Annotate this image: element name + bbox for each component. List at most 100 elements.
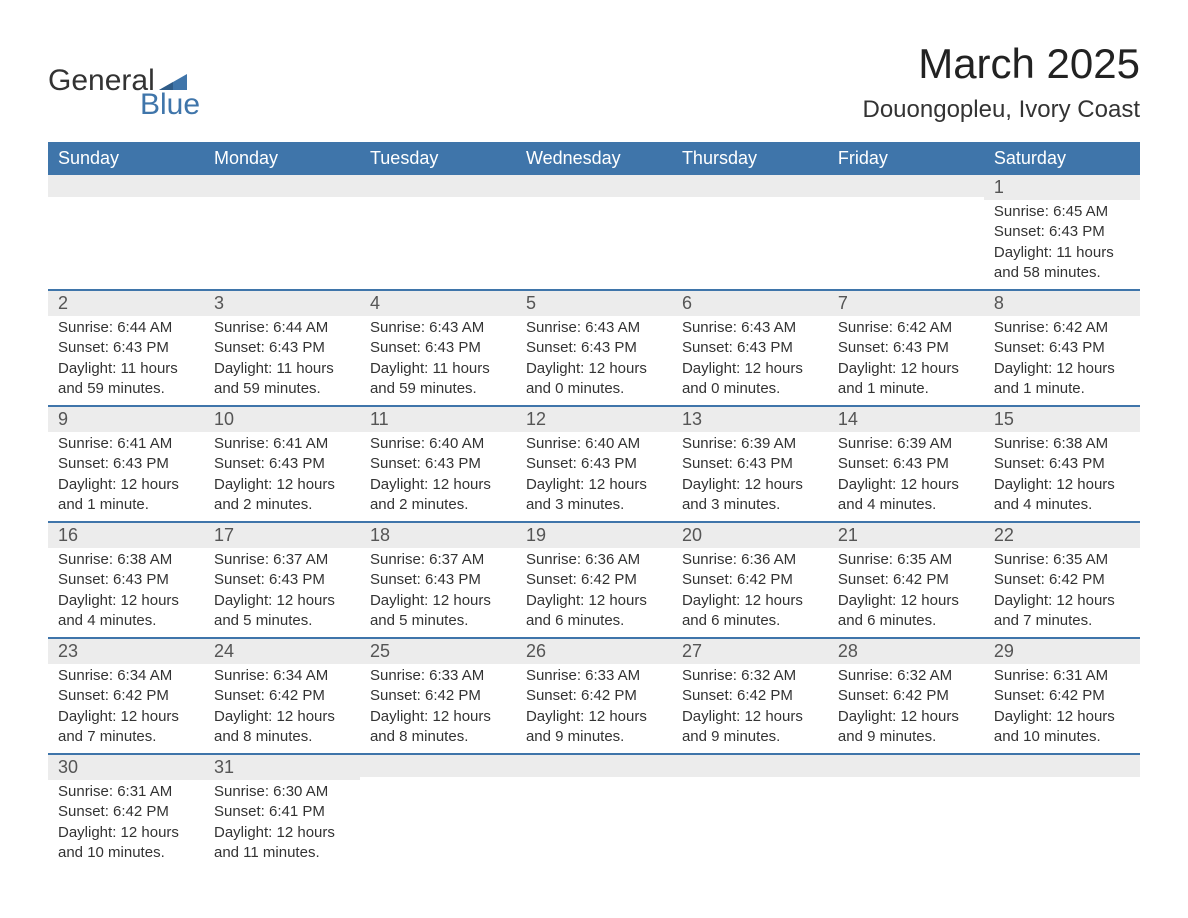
- sunrise-text: Sunrise: 6:31 AM: [994, 666, 1130, 686]
- day-number: [672, 755, 828, 777]
- day-details: Sunrise: 6:44 AMSunset: 6:43 PMDaylight:…: [58, 318, 194, 399]
- day-number: [48, 175, 204, 197]
- daylight-text: Daylight: 12 hours and 1 minute.: [58, 475, 194, 516]
- daylight-text: Daylight: 12 hours and 1 minute.: [994, 359, 1130, 400]
- calendar-cell: [360, 754, 516, 869]
- day-details: Sunrise: 6:31 AMSunset: 6:42 PMDaylight:…: [994, 666, 1130, 747]
- day-details: Sunrise: 6:39 AMSunset: 6:43 PMDaylight:…: [682, 434, 818, 515]
- sunrise-text: Sunrise: 6:32 AM: [682, 666, 818, 686]
- day-number: 11: [360, 407, 516, 432]
- daylight-text: Daylight: 12 hours and 6 minutes.: [838, 591, 974, 632]
- calendar-cell: 24Sunrise: 6:34 AMSunset: 6:42 PMDayligh…: [204, 638, 360, 754]
- sunrise-text: Sunrise: 6:43 AM: [682, 318, 818, 338]
- sunrise-text: Sunrise: 6:36 AM: [682, 550, 818, 570]
- day-number: 19: [516, 523, 672, 548]
- calendar-cell: 18Sunrise: 6:37 AMSunset: 6:43 PMDayligh…: [360, 522, 516, 638]
- day-number: 22: [984, 523, 1140, 548]
- calendar-cell: 29Sunrise: 6:31 AMSunset: 6:42 PMDayligh…: [984, 638, 1140, 754]
- day-details: Sunrise: 6:39 AMSunset: 6:43 PMDaylight:…: [838, 434, 974, 515]
- calendar-cell: 2Sunrise: 6:44 AMSunset: 6:43 PMDaylight…: [48, 290, 204, 406]
- sunset-text: Sunset: 6:43 PM: [214, 338, 350, 358]
- sunrise-text: Sunrise: 6:37 AM: [214, 550, 350, 570]
- day-details: Sunrise: 6:38 AMSunset: 6:43 PMDaylight:…: [994, 434, 1130, 515]
- sunrise-text: Sunrise: 6:43 AM: [526, 318, 662, 338]
- col-tuesday: Tuesday: [360, 142, 516, 175]
- location-text: Douongopleu, Ivory Coast: [863, 96, 1141, 124]
- day-number: 8: [984, 291, 1140, 316]
- daylight-text: Daylight: 12 hours and 7 minutes.: [994, 591, 1130, 632]
- calendar-cell: 15Sunrise: 6:38 AMSunset: 6:43 PMDayligh…: [984, 406, 1140, 522]
- sunrise-text: Sunrise: 6:38 AM: [58, 550, 194, 570]
- day-details: Sunrise: 6:36 AMSunset: 6:42 PMDaylight:…: [526, 550, 662, 631]
- col-thursday: Thursday: [672, 142, 828, 175]
- day-number: 23: [48, 639, 204, 664]
- sunset-text: Sunset: 6:43 PM: [370, 454, 506, 474]
- day-details: Sunrise: 6:36 AMSunset: 6:42 PMDaylight:…: [682, 550, 818, 631]
- daylight-text: Daylight: 12 hours and 3 minutes.: [682, 475, 818, 516]
- day-details: Sunrise: 6:35 AMSunset: 6:42 PMDaylight:…: [838, 550, 974, 631]
- sunrise-text: Sunrise: 6:45 AM: [994, 202, 1130, 222]
- calendar-cell: [672, 754, 828, 869]
- sunset-text: Sunset: 6:43 PM: [58, 338, 194, 358]
- daylight-text: Daylight: 12 hours and 9 minutes.: [526, 707, 662, 748]
- day-details: Sunrise: 6:33 AMSunset: 6:42 PMDaylight:…: [370, 666, 506, 747]
- daylight-text: Daylight: 12 hours and 9 minutes.: [682, 707, 818, 748]
- day-details: Sunrise: 6:40 AMSunset: 6:43 PMDaylight:…: [370, 434, 506, 515]
- day-details: Sunrise: 6:43 AMSunset: 6:43 PMDaylight:…: [682, 318, 818, 399]
- sunset-text: Sunset: 6:43 PM: [58, 454, 194, 474]
- weekday-header-row: Sunday Monday Tuesday Wednesday Thursday…: [48, 142, 1140, 175]
- calendar-cell: [828, 754, 984, 869]
- daylight-text: Daylight: 12 hours and 9 minutes.: [838, 707, 974, 748]
- calendar-cell: [204, 175, 360, 290]
- day-number: 27: [672, 639, 828, 664]
- day-number: 15: [984, 407, 1140, 432]
- day-number: 20: [672, 523, 828, 548]
- calendar-cell: [516, 175, 672, 290]
- day-number: 16: [48, 523, 204, 548]
- sunrise-text: Sunrise: 6:40 AM: [370, 434, 506, 454]
- day-details: Sunrise: 6:37 AMSunset: 6:43 PMDaylight:…: [214, 550, 350, 631]
- calendar-cell: 19Sunrise: 6:36 AMSunset: 6:42 PMDayligh…: [516, 522, 672, 638]
- month-title: March 2025: [863, 40, 1141, 88]
- day-details: Sunrise: 6:41 AMSunset: 6:43 PMDaylight:…: [214, 434, 350, 515]
- calendar-cell: 31Sunrise: 6:30 AMSunset: 6:41 PMDayligh…: [204, 754, 360, 869]
- col-friday: Friday: [828, 142, 984, 175]
- day-number: [516, 755, 672, 777]
- calendar-cell: 7Sunrise: 6:42 AMSunset: 6:43 PMDaylight…: [828, 290, 984, 406]
- sunset-text: Sunset: 6:43 PM: [682, 338, 818, 358]
- day-details: Sunrise: 6:43 AMSunset: 6:43 PMDaylight:…: [370, 318, 506, 399]
- day-details: Sunrise: 6:33 AMSunset: 6:42 PMDaylight:…: [526, 666, 662, 747]
- day-details: Sunrise: 6:42 AMSunset: 6:43 PMDaylight:…: [838, 318, 974, 399]
- calendar-cell: 12Sunrise: 6:40 AMSunset: 6:43 PMDayligh…: [516, 406, 672, 522]
- sunset-text: Sunset: 6:42 PM: [526, 686, 662, 706]
- calendar-cell: 1Sunrise: 6:45 AMSunset: 6:43 PMDaylight…: [984, 175, 1140, 290]
- daylight-text: Daylight: 12 hours and 10 minutes.: [58, 823, 194, 864]
- day-number: 24: [204, 639, 360, 664]
- col-saturday: Saturday: [984, 142, 1140, 175]
- day-details: Sunrise: 6:38 AMSunset: 6:43 PMDaylight:…: [58, 550, 194, 631]
- calendar-cell: 13Sunrise: 6:39 AMSunset: 6:43 PMDayligh…: [672, 406, 828, 522]
- sunrise-text: Sunrise: 6:37 AM: [370, 550, 506, 570]
- calendar-week-row: 16Sunrise: 6:38 AMSunset: 6:43 PMDayligh…: [48, 522, 1140, 638]
- sunrise-text: Sunrise: 6:35 AM: [994, 550, 1130, 570]
- day-number: 4: [360, 291, 516, 316]
- day-number: 10: [204, 407, 360, 432]
- calendar-cell: 8Sunrise: 6:42 AMSunset: 6:43 PMDaylight…: [984, 290, 1140, 406]
- sunrise-text: Sunrise: 6:30 AM: [214, 782, 350, 802]
- sunset-text: Sunset: 6:42 PM: [214, 686, 350, 706]
- day-number: 2: [48, 291, 204, 316]
- calendar-week-row: 1Sunrise: 6:45 AMSunset: 6:43 PMDaylight…: [48, 175, 1140, 290]
- sunset-text: Sunset: 6:43 PM: [370, 338, 506, 358]
- day-number: [360, 175, 516, 197]
- daylight-text: Daylight: 12 hours and 4 minutes.: [838, 475, 974, 516]
- sunrise-text: Sunrise: 6:41 AM: [214, 434, 350, 454]
- calendar-cell: [984, 754, 1140, 869]
- sunrise-text: Sunrise: 6:33 AM: [370, 666, 506, 686]
- col-monday: Monday: [204, 142, 360, 175]
- sunset-text: Sunset: 6:43 PM: [994, 222, 1130, 242]
- calendar-cell: 10Sunrise: 6:41 AMSunset: 6:43 PMDayligh…: [204, 406, 360, 522]
- calendar-cell: 14Sunrise: 6:39 AMSunset: 6:43 PMDayligh…: [828, 406, 984, 522]
- calendar-cell: 9Sunrise: 6:41 AMSunset: 6:43 PMDaylight…: [48, 406, 204, 522]
- day-details: Sunrise: 6:42 AMSunset: 6:43 PMDaylight:…: [994, 318, 1130, 399]
- calendar-cell: [516, 754, 672, 869]
